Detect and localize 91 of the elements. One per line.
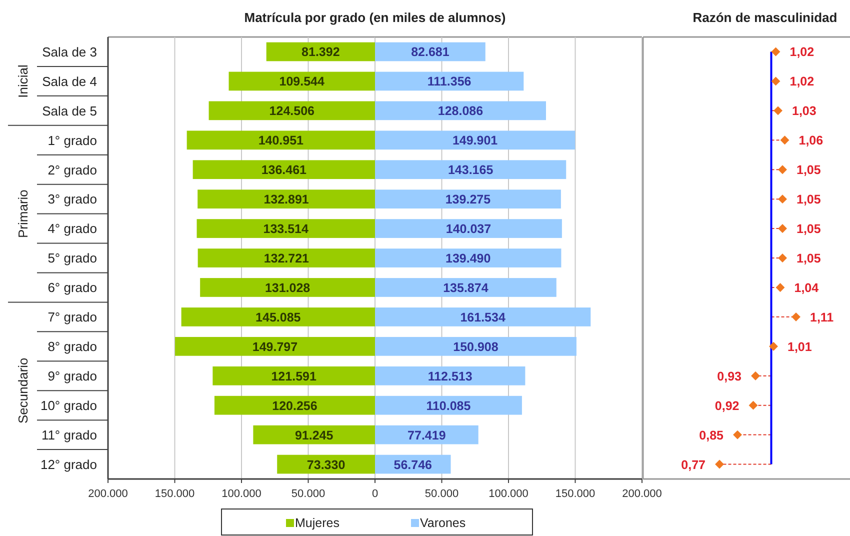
y-tick-label: 9° grado — [48, 368, 97, 384]
data-label: 149.797 — [252, 340, 298, 354]
data-label: 150.908 — [453, 340, 498, 354]
x-tick-label: 200.000 — [88, 488, 128, 500]
data-label: 73.330 — [306, 458, 346, 472]
data-label: 139.275 — [445, 192, 491, 207]
data-label: 111.356 — [427, 74, 472, 89]
x-tick-label: 150.000 — [154, 488, 195, 500]
data-label: 0,92 — [714, 398, 740, 413]
y-tick-label: Sala de 3 — [42, 44, 97, 60]
data-label: 1,05 — [796, 192, 821, 207]
data-label: 110.085 — [426, 398, 471, 413]
data-label: 135.874 — [443, 280, 488, 295]
data-label: 139.490 — [446, 252, 491, 266]
point — [751, 371, 760, 380]
point — [792, 312, 800, 322]
x-tick-label: 100.000 — [488, 488, 528, 500]
point — [769, 342, 778, 351]
point — [715, 460, 724, 469]
data-label: 1,02 — [790, 45, 814, 60]
data-label: 128.086 — [438, 104, 484, 118]
data-label: 131.028 — [264, 280, 310, 295]
point — [776, 282, 785, 292]
data-label: 149.901 — [452, 134, 498, 148]
data-label: 1,11 — [810, 310, 834, 324]
y-tick-label: 8° grado — [48, 339, 97, 354]
data-label: 91.245 — [294, 428, 334, 442]
y-tick-label: 10° grado — [40, 398, 97, 414]
data-label: 1,05 — [796, 252, 821, 266]
y-tick-label: 12° grado — [40, 456, 97, 472]
data-label: 112.513 — [428, 369, 472, 384]
y-tick-label: 5° grado — [48, 250, 97, 266]
x-tick-label: 150.000 — [555, 488, 596, 500]
y-tick-label: 1° grado — [48, 132, 97, 148]
legend-label: Varones — [420, 516, 466, 530]
legend-label: Mujeres — [295, 516, 340, 530]
y-tick-label: Sala de 4 — [42, 74, 97, 89]
data-label: 1,05 — [796, 163, 821, 178]
chart-title: Razón de masculinidad — [692, 10, 838, 25]
point — [778, 254, 787, 262]
data-label: 143.165 — [448, 163, 494, 178]
data-label: 82.681 — [411, 45, 450, 60]
data-label: 161.534 — [460, 310, 506, 324]
y-tick-label: 7° grado — [48, 310, 97, 325]
data-label: 56.746 — [394, 458, 432, 472]
data-label: 140.951 — [258, 134, 304, 148]
data-label: 133.514 — [263, 222, 309, 236]
data-label: 140.037 — [446, 222, 492, 236]
y-tick-label: 11° grado — [41, 427, 97, 442]
x-tick-label: 100.000 — [222, 488, 262, 500]
data-label: 132.891 — [264, 192, 309, 207]
x-tick-label: 50.000 — [424, 488, 459, 500]
text: Primario — [16, 190, 30, 238]
point — [733, 430, 742, 440]
data-label: 136.461 — [261, 163, 307, 178]
data-label: 1,06 — [798, 134, 824, 148]
point — [774, 106, 782, 116]
point — [778, 194, 787, 204]
chart-title: Matrícula por grado (en miles de alumnos) — [244, 10, 506, 25]
data-label: 145.085 — [256, 310, 301, 324]
data-label: 132.721 — [264, 252, 310, 266]
data-label: 0,77 — [681, 458, 706, 472]
data-label: 1,01 — [788, 340, 812, 354]
data-label: 0,93 — [717, 369, 742, 384]
data-label: 1,04 — [794, 280, 819, 295]
data-label: 120.256 — [272, 398, 318, 413]
point — [780, 136, 790, 145]
data-label: 1,02 — [790, 74, 814, 89]
x-tick-label: 0 — [372, 488, 378, 500]
point — [778, 165, 787, 174]
data-label: 124.506 — [269, 104, 315, 118]
text: Secundario — [16, 358, 30, 424]
point — [748, 400, 758, 410]
data-label: 0,85 — [699, 428, 724, 442]
y-tick-label: 3° grado — [48, 192, 97, 207]
x-tick-label: 200.000 — [622, 488, 662, 500]
point — [771, 76, 780, 86]
y-tick-label: 4° grado — [48, 221, 97, 236]
y-tick-label: 2° grado — [48, 162, 97, 178]
data-label: 81.392 — [302, 45, 340, 60]
point — [771, 47, 780, 56]
data-label: 109.544 — [279, 74, 325, 89]
point — [778, 224, 787, 234]
x-tick-label: 50.000 — [291, 488, 326, 500]
data-label: 77.419 — [408, 428, 446, 442]
data-label: 1,03 — [792, 104, 816, 118]
text: Inicial — [16, 64, 30, 98]
data-label: 121.591 — [271, 369, 316, 384]
data-label: 1,05 — [796, 222, 821, 236]
y-tick-label: 6° grado — [48, 280, 97, 296]
y-tick-label: Sala de 5 — [42, 103, 97, 118]
